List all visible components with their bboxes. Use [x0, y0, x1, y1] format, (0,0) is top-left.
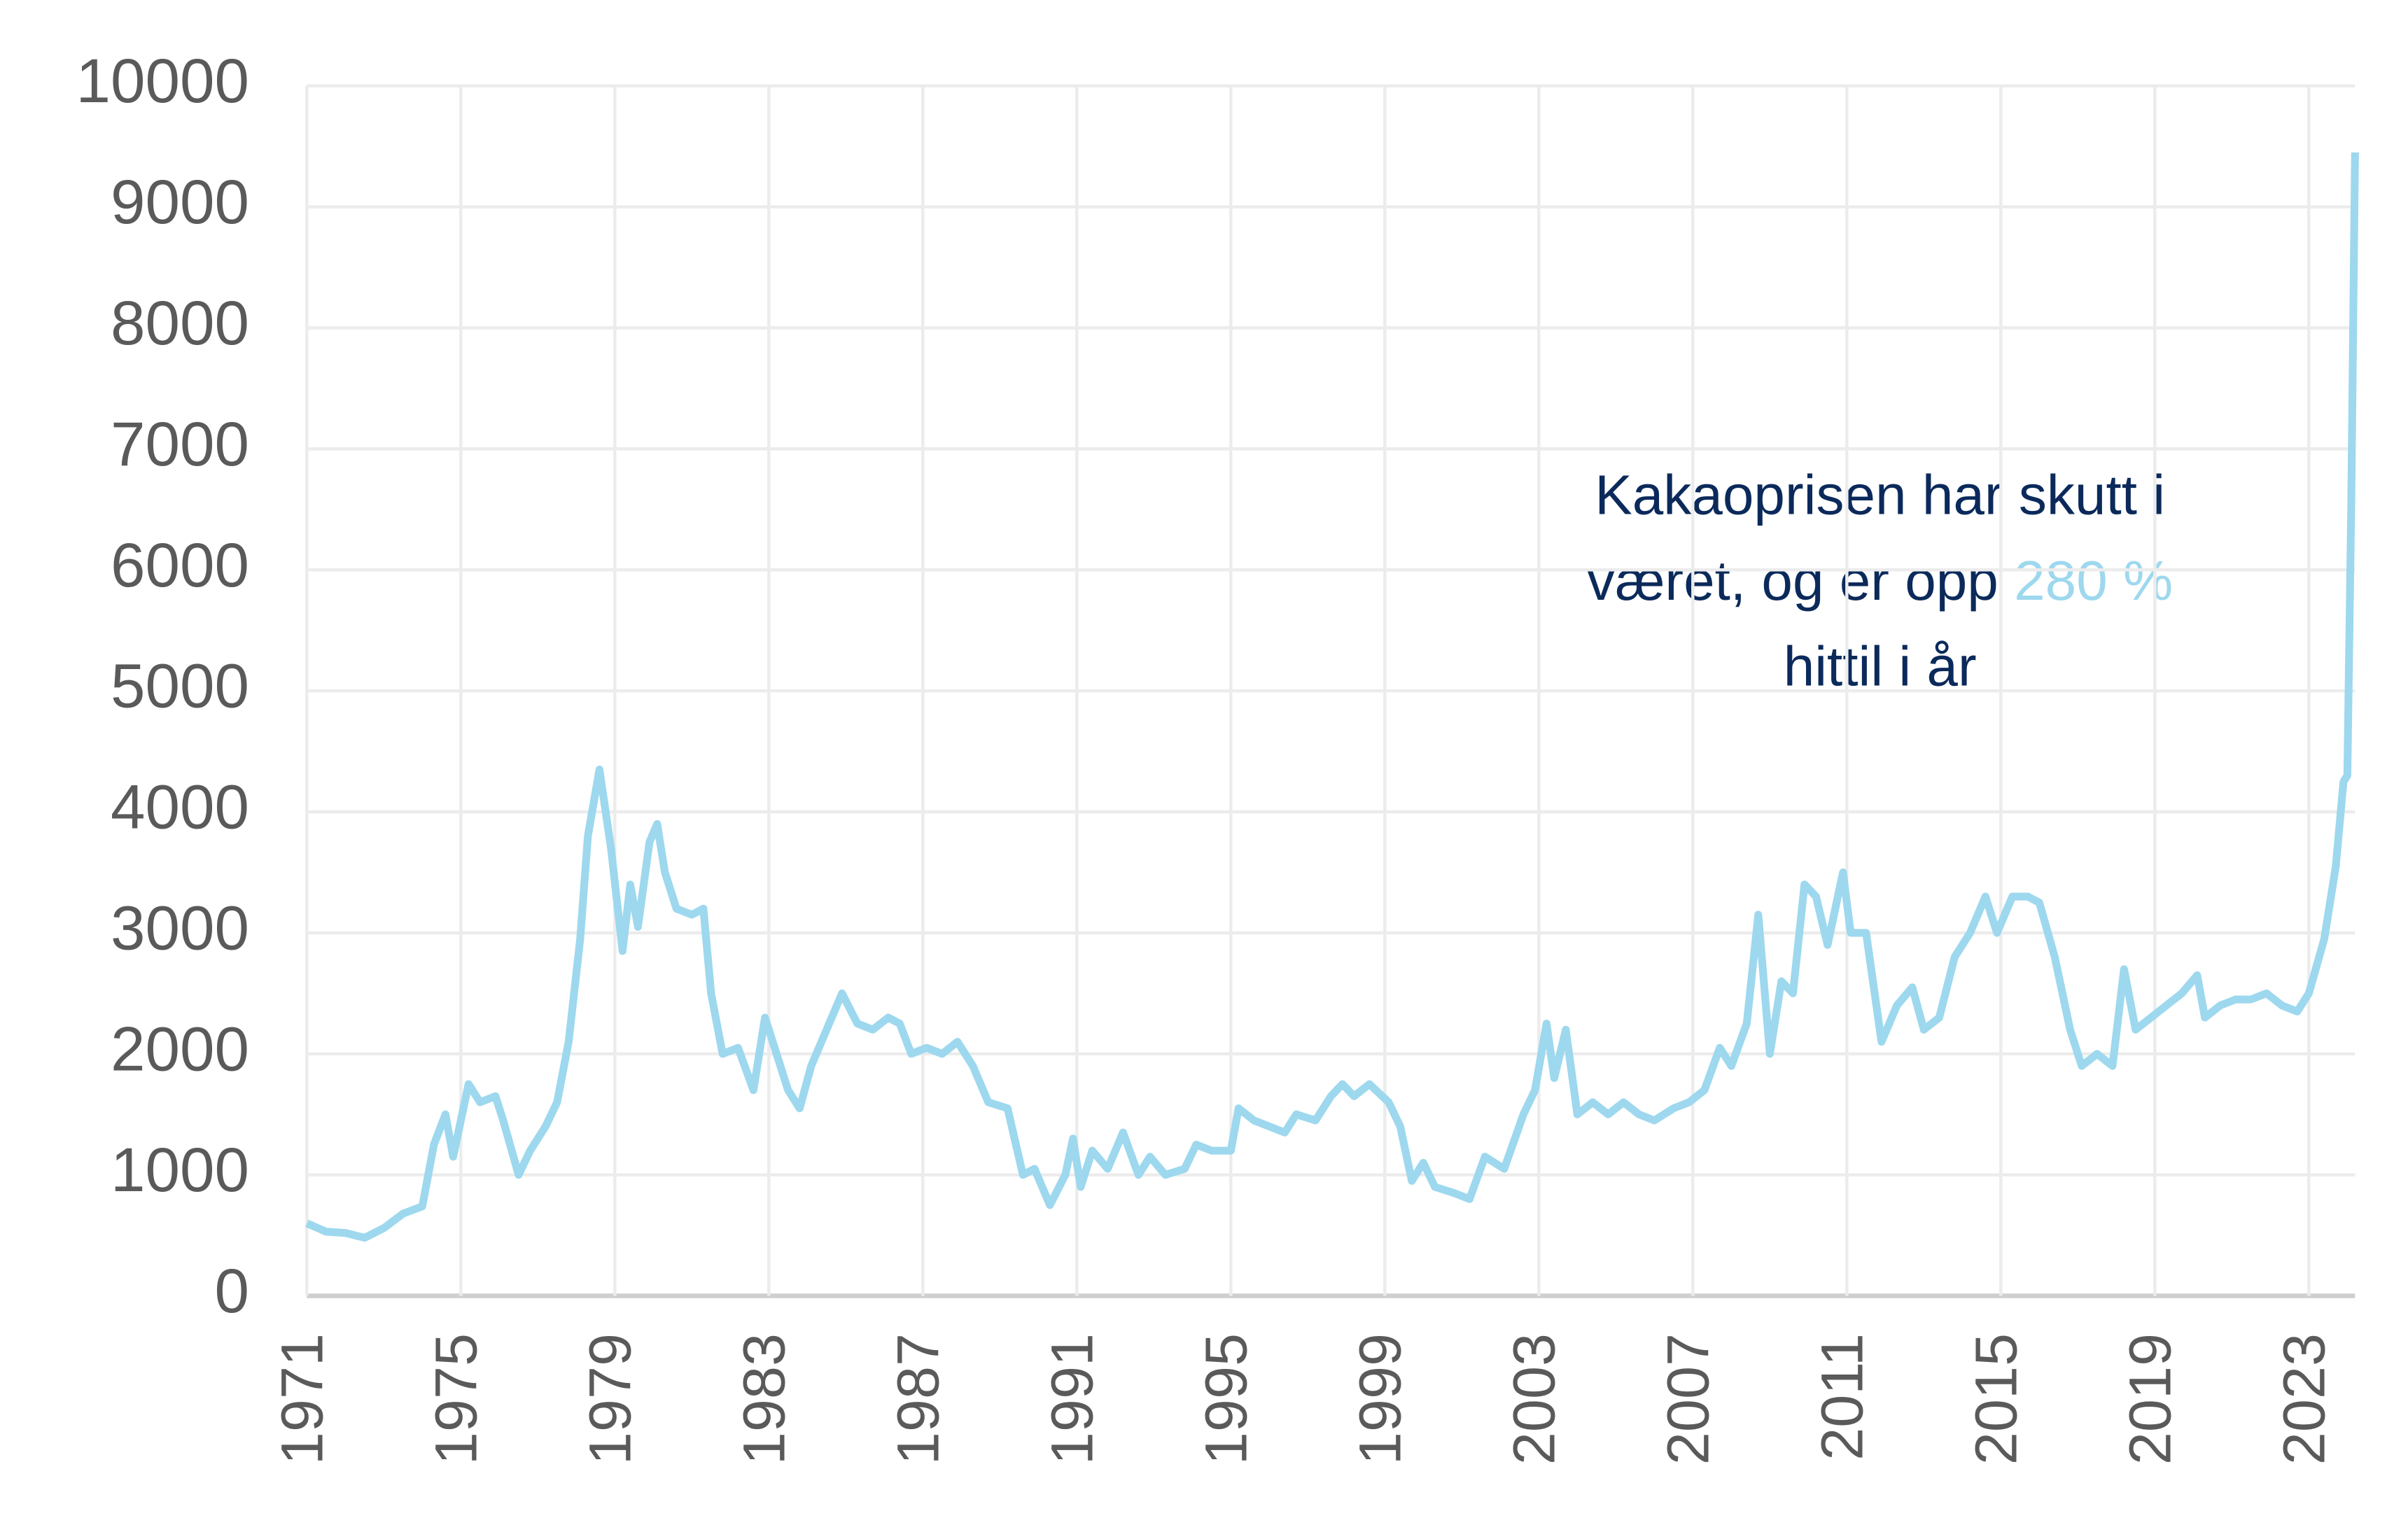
y-tick-label: 8000	[111, 288, 249, 358]
annotation-line: hittil i år	[1784, 634, 1977, 697]
annotation-text: været, og er opp	[1587, 549, 1998, 612]
price-line	[305, 152, 2359, 1242]
x-tick-label: 2011	[1809, 1333, 1875, 1461]
x-tick-label: 2019	[2117, 1333, 2183, 1465]
x-tick-label: 2003	[1501, 1333, 1567, 1465]
x-tick-label: 1995	[1193, 1333, 1259, 1465]
y-tick-label: 2000	[111, 1013, 249, 1083]
y-tick-label: 3000	[111, 892, 249, 962]
y-tick-label: 9000	[111, 167, 249, 237]
y-tick-label: 7000	[111, 409, 249, 479]
y-tick-label: 0	[215, 1256, 250, 1326]
x-tick-label: 2015	[1963, 1333, 2029, 1465]
x-tick-label: 1987	[885, 1333, 951, 1465]
y-tick-label: 5000	[111, 651, 249, 721]
annotation-highlight: 280 %	[2014, 549, 2173, 612]
x-tick-label: 1971	[269, 1333, 335, 1465]
y-tick-label: 10000	[76, 45, 250, 115]
x-tick-label: 2007	[1655, 1333, 1721, 1465]
y-tick-label: 6000	[111, 530, 249, 600]
x-tick-label: 1983	[731, 1333, 797, 1465]
x-tick-label: 2023	[2271, 1333, 2337, 1465]
x-tick-label: 1999	[1347, 1333, 1413, 1465]
y-tick-label: 1000	[111, 1134, 249, 1204]
annotation-line: Kakaoprisen har skutt i	[1595, 463, 2165, 526]
x-tick-label: 1991	[1039, 1333, 1105, 1465]
x-tick-label: 1979	[577, 1333, 643, 1465]
annotation-line: været, og er opp 280 %	[1587, 549, 2173, 612]
x-tick-label: 1975	[423, 1333, 489, 1465]
y-tick-label: 4000	[111, 772, 249, 842]
